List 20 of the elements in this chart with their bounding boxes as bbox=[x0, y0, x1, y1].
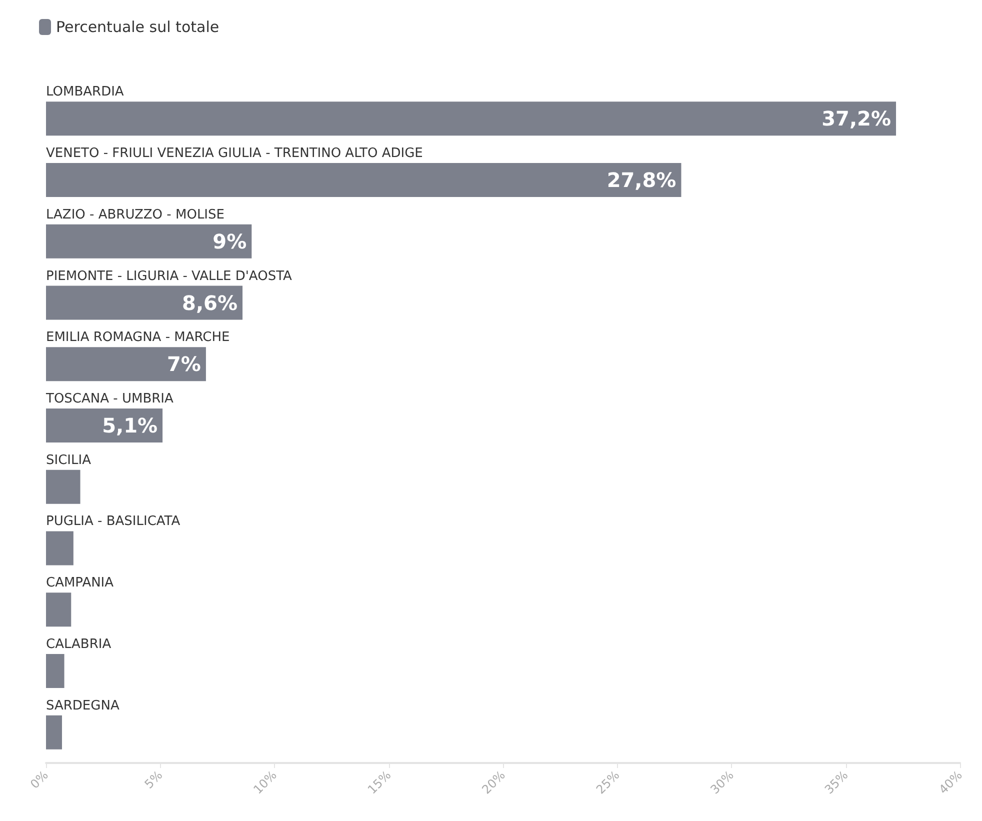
y-tick-label: EMILIA ROMAGNA - MARCHE bbox=[46, 330, 230, 346]
y-tick-label: SICILIA bbox=[46, 452, 92, 468]
y-tick-label: LAZIO - ABRUZZO - MOLISE bbox=[46, 207, 224, 222]
legend-label: Percentuale sul totale bbox=[56, 18, 220, 36]
data-label: 27,8% bbox=[606, 168, 676, 192]
y-tick-label: PIEMONTE - LIGURIA - VALLE D'AOSTA bbox=[46, 268, 292, 284]
data-label: 37,2% bbox=[822, 106, 892, 131]
y-tick-label: PUGLIA - BASILICATA bbox=[46, 514, 180, 530]
x-tick-label: 0% bbox=[28, 768, 51, 792]
y-tick-label: CAMPANIA bbox=[46, 576, 114, 591]
data-label: 9% bbox=[212, 229, 247, 254]
data-label: 8,6% bbox=[182, 290, 238, 315]
data-label: 7% bbox=[166, 352, 201, 376]
y-tick-label: VENETO - FRIULI VENEZIA GIULIA - TRENTINO ALTO ADIGE bbox=[46, 146, 423, 162]
y-tick-label: TOSCANA - UMBRIA bbox=[45, 392, 174, 406]
y-tick-label: CALABRIA bbox=[46, 636, 112, 652]
y-tick-label: SARDEGNA bbox=[46, 698, 120, 714]
y-tick-label: LOMBARDIA bbox=[46, 84, 124, 100]
data-label: 5,1% bbox=[102, 414, 158, 438]
x-tick-label: 5% bbox=[142, 768, 166, 792]
